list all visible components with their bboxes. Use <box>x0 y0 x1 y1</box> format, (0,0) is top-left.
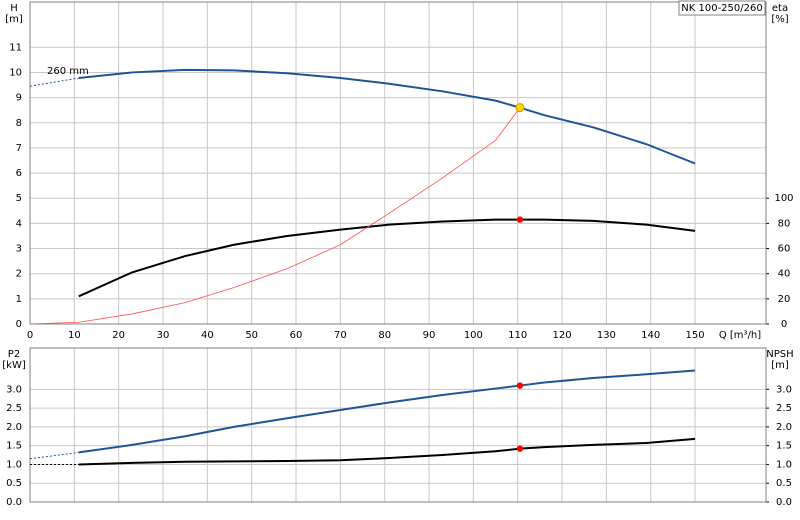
y2-axis-label: [m] <box>771 360 789 371</box>
y2-tick-label: 20 <box>778 294 791 305</box>
x-tick-label: 30 <box>157 330 170 341</box>
y2-tick-label: 0.5 <box>776 478 792 489</box>
y-tick-label: 1.0 <box>6 459 22 470</box>
y-tick-label: 6 <box>16 168 22 179</box>
y2-tick-label: 2.0 <box>776 422 792 433</box>
x-tick-label: 50 <box>245 330 258 341</box>
x-tick-label: 40 <box>201 330 214 341</box>
y2-axis-label: eta <box>772 3 788 14</box>
y-tick-label: 2 <box>16 269 22 280</box>
annotation: 260 mm <box>47 66 89 77</box>
x-tick-label: 100 <box>464 330 483 341</box>
operating-point <box>516 445 524 452</box>
operating-point <box>516 382 524 389</box>
y2-axis-label: [%] <box>771 14 788 25</box>
y2-tick-label: 60 <box>778 244 791 255</box>
x-tick-label: 140 <box>641 330 660 341</box>
y-tick-label: 2.5 <box>6 403 22 414</box>
x-tick-label: 130 <box>597 330 616 341</box>
curve <box>29 107 521 325</box>
curve <box>78 218 696 298</box>
y-tick-label: 5 <box>16 193 22 204</box>
y-tick-label: 9 <box>16 93 22 104</box>
y2-tick-label: 0 <box>781 319 787 330</box>
y2-tick-label: 80 <box>778 218 791 229</box>
curve <box>29 451 79 460</box>
x-tick-label: 120 <box>553 330 572 341</box>
operating-point <box>516 216 524 223</box>
operating-point <box>515 103 525 113</box>
y2-tick-label: 1.0 <box>776 459 792 470</box>
x-tick-label: 0 <box>27 330 33 341</box>
x-axis-label: Q [m³/h] <box>719 330 761 341</box>
y-tick-label: 10 <box>9 67 22 78</box>
y-tick-label: 4 <box>16 218 22 229</box>
y2-axis-label: NPSH <box>766 349 793 360</box>
title-box <box>678 0 766 16</box>
x-tick-label: 90 <box>423 330 436 341</box>
y2-tick-label: 2.5 <box>776 403 792 414</box>
y2-tick-label: 100 <box>774 193 793 204</box>
y-tick-label: 8 <box>16 118 22 129</box>
plot-frame <box>29 1 767 325</box>
y-axis-label: H <box>10 3 18 14</box>
y-tick-label: 0.5 <box>6 478 22 489</box>
plot-frame <box>29 347 767 503</box>
x-tick-label: 20 <box>112 330 125 341</box>
y2-tick-label: 40 <box>778 269 791 280</box>
y-tick-label: 11 <box>9 42 22 53</box>
y-tick-label: 1 <box>16 294 22 305</box>
y-tick-label: 1.5 <box>6 441 22 452</box>
y-tick-label: 7 <box>16 143 22 154</box>
x-tick-label: 10 <box>68 330 81 341</box>
y-tick-label: 2.0 <box>6 422 22 433</box>
y-tick-label: 0 <box>16 319 22 330</box>
y-tick-label: 3.0 <box>6 384 22 395</box>
curve <box>78 369 696 454</box>
x-tick-label: 70 <box>334 330 347 341</box>
x-tick-label: 60 <box>290 330 303 341</box>
y-tick-label: 3 <box>16 244 22 255</box>
x-tick-label: 80 <box>378 330 391 341</box>
y2-tick-label: 3.0 <box>776 384 792 395</box>
curve <box>29 77 79 87</box>
y-axis-label: P2 <box>8 349 20 360</box>
plot-area <box>30 2 766 324</box>
curve <box>78 68 696 165</box>
plot-area <box>30 348 766 502</box>
y-axis-label: [kW] <box>2 360 26 371</box>
y-axis-label: [m] <box>5 14 23 25</box>
curve <box>78 437 696 466</box>
chart-title: NK 100-250/260 <box>681 3 762 14</box>
x-tick-label: 150 <box>686 330 705 341</box>
y2-tick-label: 1.5 <box>776 441 792 452</box>
y-tick-label: 0.0 <box>6 497 22 508</box>
x-tick-label: 110 <box>508 330 527 341</box>
y2-tick-label: 0.0 <box>776 497 792 508</box>
